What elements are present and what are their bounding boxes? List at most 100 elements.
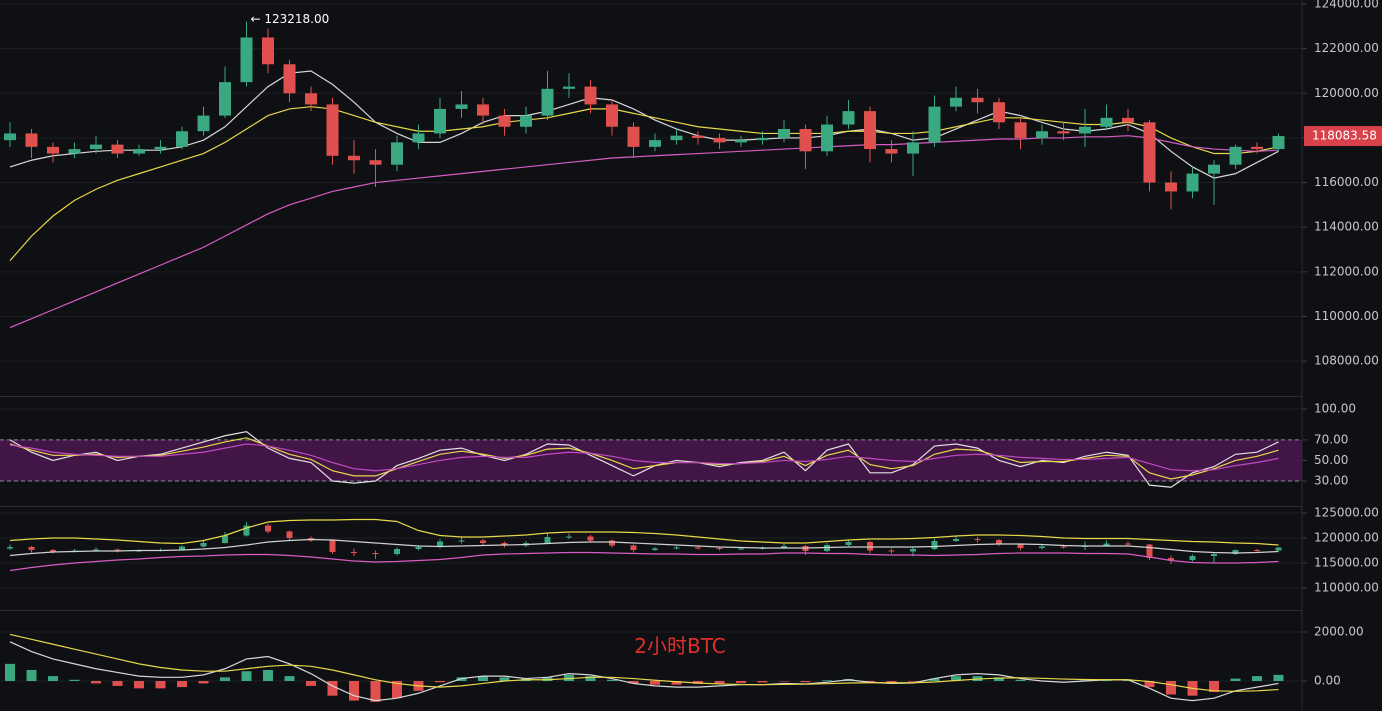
candle-body	[415, 547, 422, 549]
candle-body	[372, 553, 379, 554]
candle-body	[544, 537, 551, 543]
candle-body	[305, 93, 317, 105]
candle-body	[28, 547, 35, 550]
last-price-label: 118083.58	[1312, 129, 1377, 143]
macd-bar	[370, 681, 381, 702]
macd-bar	[435, 681, 445, 683]
candle-body	[885, 149, 898, 154]
candle-body	[7, 547, 13, 549]
y-tick-label: 50.00	[1314, 453, 1348, 467]
indicator-line	[9, 633, 1279, 692]
candle-body	[541, 88, 554, 116]
candle-body	[394, 549, 400, 554]
candle-body	[480, 540, 486, 543]
candle-body	[566, 536, 572, 538]
candle-body	[25, 133, 38, 147]
macd-bar	[628, 681, 639, 684]
macd-bar	[714, 681, 725, 684]
candle-body	[1208, 164, 1220, 174]
macd-bar	[1273, 674, 1284, 682]
candle-body	[1143, 122, 1156, 183]
candle-body	[348, 155, 360, 161]
candle-body	[50, 550, 56, 552]
macd-bar	[800, 681, 811, 683]
macd-bar	[671, 681, 682, 685]
y-tick-label: 70.00	[1314, 432, 1348, 446]
candle-body	[845, 542, 852, 545]
candle-body	[907, 142, 919, 154]
macd-bar	[822, 680, 832, 682]
y-tick-label: 124000.00	[1314, 0, 1379, 11]
candle-body	[240, 37, 253, 83]
indicator-line	[9, 538, 1279, 557]
macd-bar	[1209, 681, 1219, 693]
last-price-box	[1304, 126, 1382, 147]
candle-body	[799, 128, 812, 152]
candle-body	[781, 546, 787, 548]
candle-body	[716, 548, 723, 549]
candle-body	[90, 144, 102, 150]
candle-body	[68, 149, 81, 154]
macd-bar	[886, 681, 897, 683]
macd-bar	[91, 681, 101, 684]
macd-bar	[564, 674, 574, 682]
candle-body	[243, 525, 250, 536]
y-tick-label: 100.00	[1314, 402, 1356, 416]
candle-body	[1039, 546, 1045, 548]
candle-body	[1060, 546, 1067, 548]
indicator-line	[9, 70, 1279, 179]
candle-body	[630, 545, 637, 550]
candle-body	[133, 149, 145, 154]
candle-body	[1103, 543, 1110, 546]
candle-body	[111, 144, 124, 154]
watermark: 2小时BTC	[634, 634, 726, 658]
candle-body	[4, 133, 16, 141]
macd-bar	[69, 679, 80, 682]
macd-bar	[134, 681, 144, 689]
y-tick-label: 120000.00	[1314, 531, 1379, 545]
macd-bar	[306, 681, 316, 686]
candle-body	[1251, 146, 1263, 150]
candle-body	[695, 547, 701, 549]
indicator-line	[9, 518, 1279, 546]
candle-body	[1168, 558, 1174, 560]
y-tick-label: 125000.00	[1314, 506, 1379, 520]
macd-bar	[499, 677, 510, 682]
candle-body	[1125, 543, 1131, 545]
candle-body	[735, 140, 747, 143]
indicator-line	[9, 443, 1279, 472]
candle-body	[974, 539, 981, 540]
macd-bar	[5, 663, 15, 682]
candle-body	[1275, 547, 1282, 551]
y-tick-label: 108000.00	[1314, 354, 1379, 368]
candle-body	[1229, 146, 1242, 165]
candle-body	[265, 525, 271, 532]
candle-body	[864, 111, 876, 150]
candle-body	[412, 133, 425, 143]
y-tick-label: 30.00	[1314, 474, 1348, 488]
candle-body	[437, 541, 443, 547]
candle-body	[842, 111, 855, 125]
candle-body	[391, 142, 403, 165]
macd-bar	[349, 681, 359, 701]
y-tick-label: 122000.00	[1314, 41, 1379, 55]
candle-body	[197, 115, 210, 132]
candle-body	[910, 549, 916, 552]
candle-body	[501, 543, 508, 546]
macd-bar	[1144, 681, 1155, 688]
candle-body	[606, 104, 618, 127]
candle-body	[888, 550, 895, 552]
candle-body	[670, 135, 683, 141]
y-tick-label: 2000.00	[1314, 624, 1364, 638]
candle-body	[222, 535, 228, 543]
candle-body	[692, 135, 704, 138]
y-tick-label: 115000.00	[1314, 556, 1379, 570]
y-tick-label: 114000.00	[1314, 220, 1379, 234]
candle-body	[1186, 173, 1199, 192]
candle-body	[673, 547, 680, 549]
candle-body	[1146, 544, 1153, 558]
candle-body	[738, 548, 744, 550]
candle-body	[93, 549, 99, 551]
macd-bar	[994, 677, 1004, 682]
